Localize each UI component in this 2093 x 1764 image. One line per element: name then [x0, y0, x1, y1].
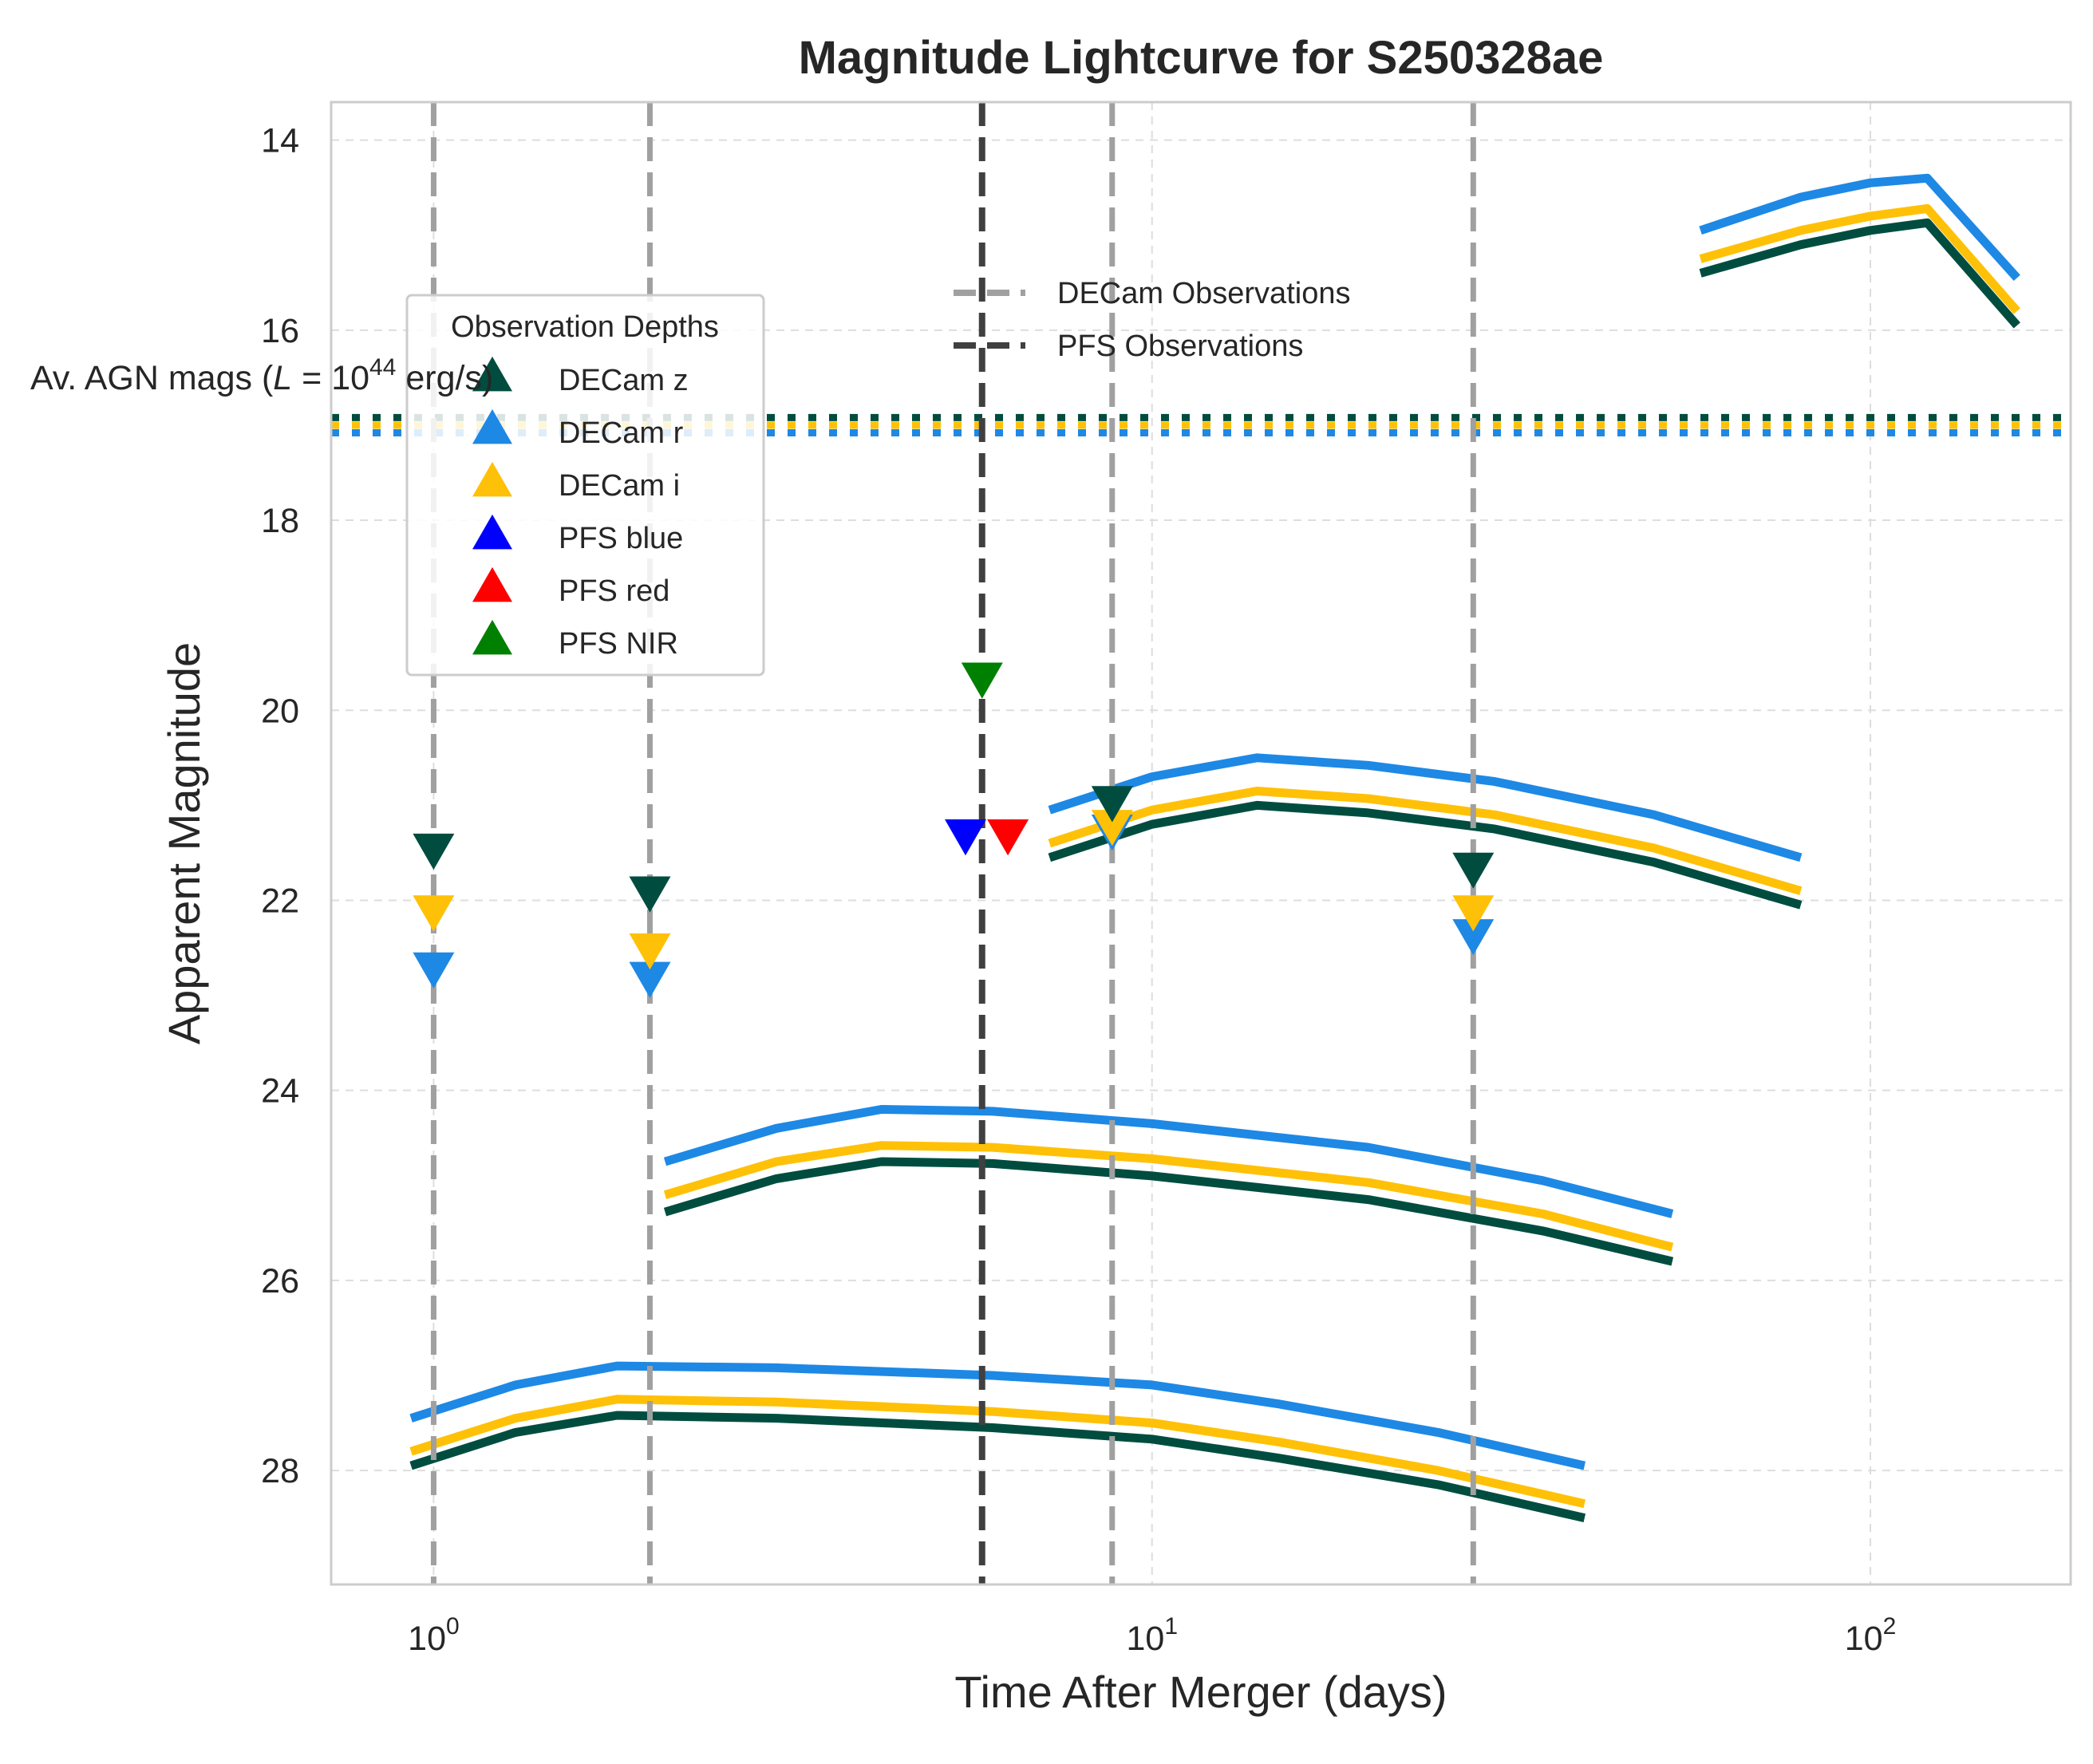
depth-marker-decam-z: [1452, 852, 1495, 889]
legend-marker-decam-i: [472, 461, 512, 497]
agn-label: Av. AGN mags (L = 1044 erg/s): [30, 354, 493, 397]
observation-lines-legend: DECam Observations PFS Observations: [954, 277, 1350, 363]
depth-marker-decam-z: [1091, 786, 1133, 823]
legend-marker-pfs-red: [472, 566, 512, 602]
depth-marker-decam-r: [629, 961, 671, 998]
curve-decam-r: [409, 1361, 1586, 1470]
legend-label-pfs-nir: PFS NIR: [559, 627, 678, 661]
curve-decam-i: [1699, 203, 2020, 314]
curve-decam-i: [409, 1395, 1586, 1509]
x-tick-label: 101: [1126, 1613, 1178, 1658]
legend-marker-decam-r: [472, 408, 512, 444]
x-axis-label: Time After Merger (days): [954, 1667, 1447, 1717]
legend-label-decam-i: DECam i: [559, 469, 680, 503]
chart-title: Magnitude Lightcurve for S250328ae: [799, 32, 1604, 84]
y-tick-label: 24: [261, 1072, 299, 1111]
depth-marker-pfs-red: [987, 819, 1029, 856]
curve-decam-r: [1048, 753, 1803, 862]
depth-marker-decam-z: [413, 833, 455, 870]
depth-marker-decam-z: [629, 876, 671, 913]
legend-label-pfs-red: PFS red: [559, 574, 669, 608]
observation-depths-legend: Observation Depths DECam z DECam r DECam i P…: [405, 294, 765, 677]
legend-pfs-label: PFS Observations: [1057, 330, 1303, 363]
curve-decam-r: [663, 1105, 1674, 1218]
legend-label-pfs-blue: PFS blue: [559, 522, 683, 555]
legend-marker-decam-z: [472, 356, 512, 392]
depth-marker-decam-i: [1452, 895, 1495, 932]
depth-marker-pfs-blue: [945, 819, 986, 856]
depth-marker-decam-i: [629, 933, 671, 970]
y-tick-label: 20: [261, 692, 299, 730]
legend-marker-pfs-nir: [472, 619, 512, 655]
depth-marker-pfs-nir: [961, 662, 1003, 699]
curve-decam-z: [1699, 218, 2020, 329]
y-tick-label: 28: [261, 1452, 299, 1490]
y-tick-label: 14: [261, 122, 299, 160]
legend-marker-pfs-blue: [472, 514, 512, 550]
depth-marker-decam-i: [413, 895, 455, 932]
curve-decam-z: [1048, 800, 1803, 910]
legend-decam-label: DECam Observations: [1057, 277, 1350, 310]
plot-frame: [330, 101, 2072, 1586]
depth-marker-decam-r: [1452, 919, 1495, 956]
y-axis-label: Apparent Magnitude: [159, 642, 209, 1044]
depth-markers: [413, 662, 1495, 998]
curve-decam-i: [1048, 787, 1803, 895]
x-axis-ticks: 100 101 102: [408, 1613, 1896, 1658]
model-curves: [409, 173, 2020, 1522]
y-tick-label: 16: [261, 312, 299, 350]
curve-decam-z: [663, 1157, 1674, 1266]
y-tick-label: 18: [261, 502, 299, 540]
legend-label-decam-r: DECam r: [559, 416, 684, 450]
y-axis-ticks: 14 16 18 20 22 24 26 28: [261, 122, 299, 1490]
legend-depths-title: Observation Depths: [451, 310, 719, 344]
x-tick-label: 100: [408, 1613, 460, 1658]
curve-decam-z: [409, 1411, 1586, 1522]
curve-decam-i: [663, 1141, 1674, 1252]
depth-marker-decam-r: [413, 952, 455, 989]
y-tick-label: 26: [261, 1262, 299, 1300]
x-tick-label: 102: [1845, 1613, 1897, 1658]
y-tick-label: 22: [261, 882, 299, 920]
curve-decam-r: [1699, 173, 2020, 281]
depth-marker-decam-i: [1091, 810, 1133, 846]
legend-label-decam-z: DECam z: [559, 364, 689, 397]
